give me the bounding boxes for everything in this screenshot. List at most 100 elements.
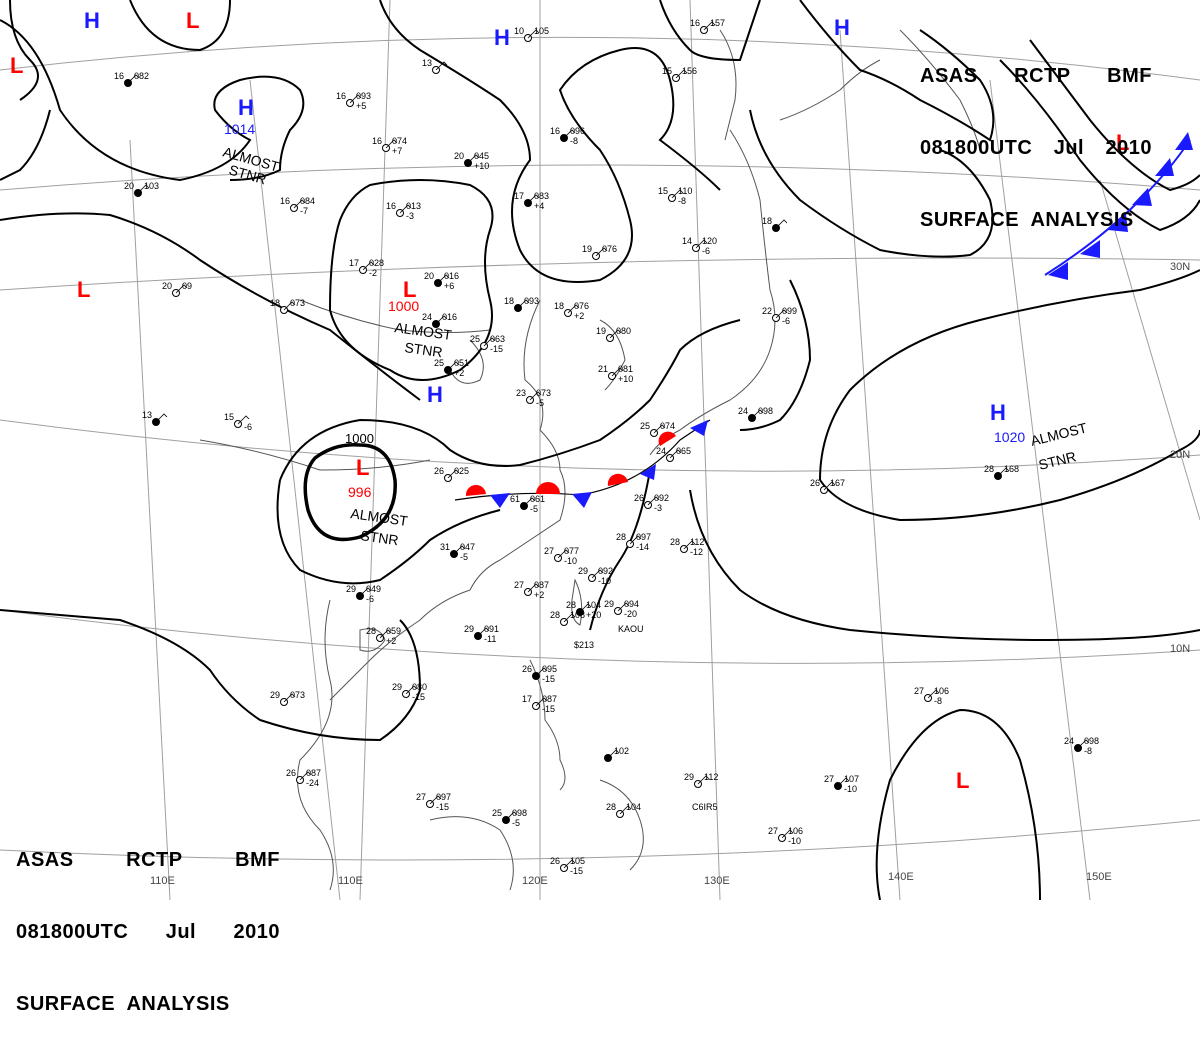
isobar bbox=[819, 429, 1200, 522]
high-pressure-h6: 1020 bbox=[994, 429, 1025, 445]
wind-barb bbox=[611, 367, 624, 377]
station-tendency: -24 bbox=[306, 778, 319, 788]
station-pressure: 102 bbox=[614, 746, 629, 756]
river-line bbox=[199, 439, 431, 471]
station-pressure: 112 bbox=[704, 772, 718, 782]
parallel-line bbox=[0, 609, 1200, 664]
station-plot: 26 092-3 bbox=[634, 493, 669, 513]
station-plot: 28 104 bbox=[606, 802, 641, 818]
station-pressure: 028 bbox=[369, 258, 384, 268]
station-pressure: 168 bbox=[1004, 464, 1019, 474]
station-pressure: 098 bbox=[512, 808, 527, 818]
isobar bbox=[875, 708, 1041, 900]
station-pressure: 110 bbox=[678, 186, 692, 196]
station-plot: 17 028-2 bbox=[349, 258, 384, 278]
wind-barb bbox=[567, 304, 580, 314]
isobar bbox=[279, 319, 741, 481]
isobar-label-1000: 1000 bbox=[345, 431, 374, 446]
header-year: 2010 bbox=[1105, 137, 1152, 159]
station-pressure: 051 bbox=[454, 358, 469, 368]
wind-barb bbox=[653, 424, 666, 434]
low-center-l6: L bbox=[1116, 130, 1129, 155]
station-pressure: 112 bbox=[690, 537, 704, 547]
isobar bbox=[0, 212, 421, 401]
station-plot: 28 059+2 bbox=[366, 626, 401, 646]
longitude-label: 110E bbox=[150, 875, 175, 887]
station-temp: 29 bbox=[604, 599, 614, 609]
wind-barb bbox=[927, 689, 940, 699]
wind-barb bbox=[563, 613, 576, 623]
station-pressure: 120 bbox=[702, 236, 717, 246]
station-pressure: 087 bbox=[534, 580, 549, 590]
station-temp: 29 bbox=[578, 566, 588, 576]
station-temp: 13 bbox=[142, 410, 152, 420]
isobar bbox=[1029, 39, 1200, 192]
station-tendency: +7 bbox=[392, 146, 402, 156]
station-plot: 19 080 bbox=[596, 326, 631, 342]
station-tendency: +4 bbox=[534, 201, 544, 211]
station-pressure: 073 bbox=[290, 690, 305, 700]
wind-barb bbox=[669, 449, 682, 459]
station-plot: 18 bbox=[762, 216, 788, 232]
station-temp: 20 bbox=[424, 271, 434, 281]
wind-barb bbox=[695, 239, 708, 249]
station-plot: 25 051+2 bbox=[434, 358, 469, 378]
low-center-l4: L bbox=[403, 277, 416, 302]
high-center-h1: H bbox=[84, 8, 100, 33]
isobar bbox=[589, 469, 651, 631]
station-temp: 22 bbox=[762, 306, 772, 316]
station-pressure: 094 bbox=[624, 599, 639, 609]
wind-barb bbox=[453, 545, 466, 555]
wind-barb bbox=[175, 284, 188, 294]
wind-barb bbox=[535, 667, 548, 677]
station-plot: 26 095-15 bbox=[522, 664, 557, 684]
coastline-luzon bbox=[529, 659, 566, 791]
station-plot: 61 061-5 bbox=[510, 494, 545, 514]
wind-barb bbox=[579, 603, 592, 613]
wind-barb bbox=[447, 469, 460, 479]
station-plot: 24 016 bbox=[422, 312, 457, 328]
station-pressure: 082 bbox=[134, 71, 149, 81]
station-pressure: 104 bbox=[626, 802, 641, 812]
wind-barb bbox=[477, 627, 490, 637]
station-tendency: -2 bbox=[369, 268, 377, 278]
station-plot: 29 049-6 bbox=[346, 584, 381, 604]
high-center-h2: H bbox=[494, 25, 510, 50]
station-temp: 26 bbox=[810, 478, 820, 488]
station-pressure: 013 bbox=[406, 201, 421, 211]
wind-barb bbox=[563, 129, 576, 139]
coastline-china bbox=[329, 299, 566, 701]
station-temp: 29 bbox=[346, 584, 356, 594]
station-plot: 31 047-5 bbox=[440, 542, 475, 562]
station-pressure: 073 bbox=[536, 388, 551, 398]
station-temp: 25 bbox=[492, 808, 502, 818]
station-temp: 23 bbox=[516, 388, 526, 398]
station-temp: 27 bbox=[514, 580, 524, 590]
wind-barb bbox=[619, 805, 632, 815]
wind-barb bbox=[283, 301, 296, 311]
station-pressure: 157 bbox=[710, 18, 725, 28]
station-plot: 18 093 bbox=[504, 296, 539, 312]
front-warm-symbol bbox=[658, 431, 676, 446]
longitude-label: 130E bbox=[704, 875, 730, 887]
station-temp: 20 bbox=[124, 181, 134, 191]
station-pressure: 098 bbox=[1084, 736, 1099, 746]
coastline-mindanao bbox=[599, 779, 644, 871]
station-plot: 28 097-14 bbox=[616, 532, 651, 552]
wind-barb bbox=[617, 602, 630, 612]
wind-barb bbox=[1077, 739, 1090, 749]
station-pressure: 092 bbox=[598, 566, 613, 576]
station-plot: 24 098 bbox=[738, 406, 773, 422]
coastline-kamchatka bbox=[899, 29, 981, 151]
station-plot: 14 120-6 bbox=[682, 236, 717, 256]
station-pressure: 047 bbox=[460, 542, 475, 552]
station-temp: 31 bbox=[440, 542, 450, 552]
station-tendency: -3 bbox=[654, 503, 662, 513]
station-temp: 16 bbox=[114, 71, 124, 81]
station-pressure: 09 bbox=[182, 281, 192, 291]
wind-barb bbox=[775, 219, 788, 229]
river-line bbox=[299, 299, 491, 333]
low-pressure-l5: 996 bbox=[348, 484, 372, 500]
wind-barb bbox=[675, 69, 688, 79]
station-tendency: -5 bbox=[536, 398, 544, 408]
